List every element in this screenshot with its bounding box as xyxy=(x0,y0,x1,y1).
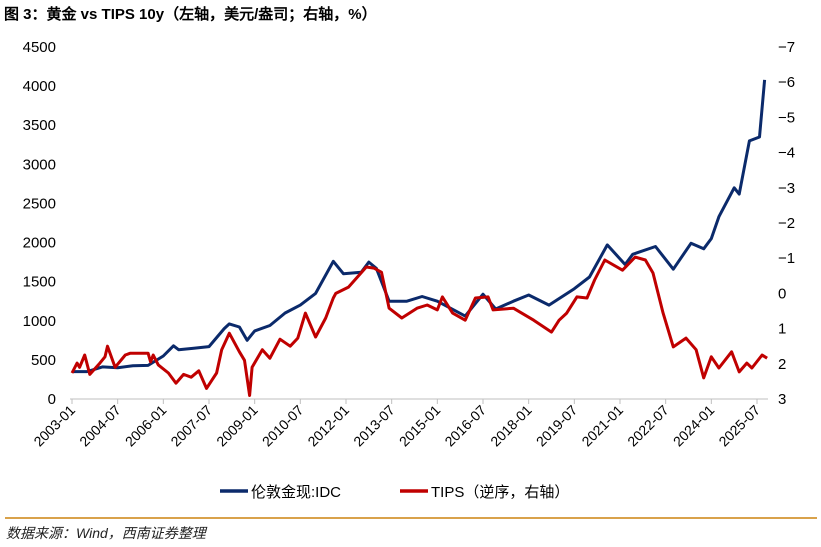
x-tick-label: 2010-07 xyxy=(259,402,307,450)
y-right-tick-label: 0 xyxy=(778,285,786,302)
x-tick-label: 2018-01 xyxy=(487,402,535,450)
y-right-tick-label: −3 xyxy=(778,180,795,197)
y-right-tick-label: −6 xyxy=(778,74,795,91)
x-tick-label: 2007-07 xyxy=(167,402,215,450)
x-tick-label: 2003-01 xyxy=(30,402,78,450)
y-left-tick-label: 4500 xyxy=(23,39,56,56)
y-left-tick-label: 3500 xyxy=(23,117,56,134)
y-left-tick-label: 4000 xyxy=(23,78,56,95)
y-left-tick-label: 2500 xyxy=(23,195,56,212)
x-tick-label: 2019-07 xyxy=(533,402,581,450)
y-left-tick-label: 0 xyxy=(48,391,56,408)
legend-label-tips: TIPS（逆序，右轴） xyxy=(431,484,569,501)
chart-title: 图 3：黄金 vs TIPS 10y（左轴，美元/盎司；右轴，%） xyxy=(4,6,377,23)
x-tick-label: 2013-07 xyxy=(350,402,398,450)
x-tick-label: 2015-01 xyxy=(396,402,444,450)
x-tick-label: 2021-01 xyxy=(578,402,626,450)
y-right-tick-label: −1 xyxy=(778,250,795,267)
y-left-tick-label: 2000 xyxy=(23,235,56,252)
x-tick-label: 2006-01 xyxy=(122,402,170,450)
y-left-tick-label: 3000 xyxy=(23,156,56,173)
y-left-tick-label: 1000 xyxy=(23,313,56,330)
y-left-tick-label: 500 xyxy=(31,352,56,369)
gold-price-line xyxy=(72,79,767,374)
y-right-tick-label: −4 xyxy=(778,145,795,162)
y-right-tick-label: −2 xyxy=(778,215,795,232)
x-tick-label: 2016-07 xyxy=(441,402,489,450)
y-right-tick-label: 3 xyxy=(778,391,786,408)
legend-label-gold: 伦敦金现:IDC xyxy=(251,484,341,501)
y-right-tick-label: −5 xyxy=(778,109,795,126)
tips-yield-line xyxy=(70,255,768,397)
source-note: 数据来源：Wind，西南证券整理 xyxy=(6,525,206,541)
x-tick-label: 2004-07 xyxy=(76,402,124,450)
y-right-tick-label: 1 xyxy=(778,321,786,338)
y-left-tick-label: 1500 xyxy=(23,274,56,291)
x-tick-label: 2012-01 xyxy=(304,402,352,450)
x-tick-label: 2024-01 xyxy=(670,402,718,450)
divider xyxy=(5,517,817,519)
x-tick-label: 2025-07 xyxy=(715,402,763,450)
y-right-tick-label: −7 xyxy=(778,39,795,56)
y-right-tick-label: 2 xyxy=(778,356,786,373)
x-tick-label: 2009-01 xyxy=(213,402,261,450)
x-tick-label: 2022-07 xyxy=(624,402,672,450)
